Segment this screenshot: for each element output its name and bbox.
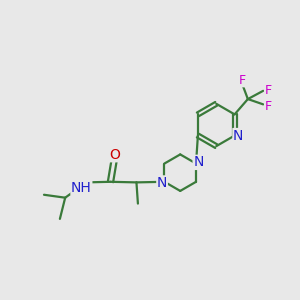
- Text: N: N: [193, 155, 204, 170]
- Text: N: N: [233, 129, 243, 142]
- Text: F: F: [265, 100, 272, 112]
- Text: N: N: [157, 176, 167, 190]
- Text: F: F: [239, 74, 246, 87]
- Text: F: F: [265, 84, 272, 97]
- Text: NH: NH: [71, 181, 92, 195]
- Text: O: O: [109, 148, 120, 162]
